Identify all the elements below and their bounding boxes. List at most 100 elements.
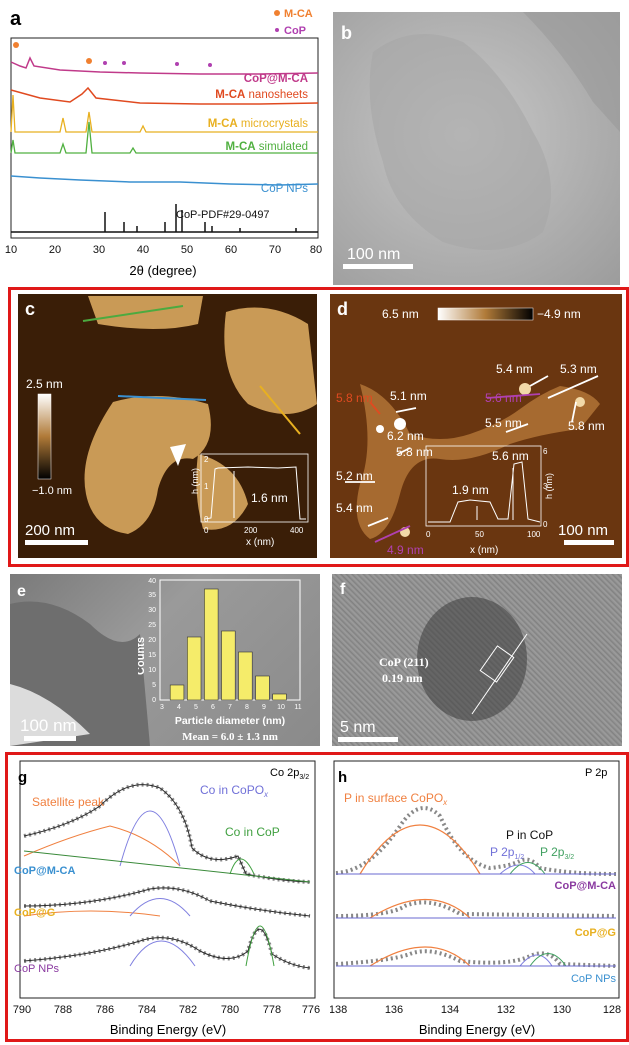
panel-label-h: h (338, 769, 347, 786)
xps-p-title: P 2p (585, 767, 607, 779)
panel-label-c: c (25, 299, 35, 319)
xps-co-baseline-1 (23, 850, 311, 883)
hist-bar (272, 693, 287, 701)
xrd-marker-mca-1 (13, 42, 19, 48)
profile-lines-d (345, 375, 599, 527)
lattice-annotation-plane: CoP (211) (379, 655, 429, 669)
scale-label-e: 100 nm (20, 716, 77, 735)
svg-text:5.2 nm: 5.2 nm (336, 469, 373, 483)
svg-text:5.1 nm: 5.1 nm (390, 389, 427, 403)
xps-co-satellite-2 (23, 910, 161, 917)
colorbar-c-bottom: −1.0 nm (32, 485, 72, 497)
peak-label-p-2p12: P 2p1/2 (490, 845, 524, 861)
xps-co-axes (19, 760, 316, 999)
scale-bar-d (564, 540, 614, 545)
inset-d-xtick-0: 0 (426, 530, 431, 539)
svg-text:128: 128 (603, 1004, 621, 1016)
peak-label-p-2p32: P 2p3/2 (540, 845, 574, 861)
xps-p-xlabel: Binding Energy (eV) (419, 1022, 535, 1037)
tem-image-b: b 100 nm (341, 12, 620, 269)
xps-p-2p32-1 (509, 862, 546, 875)
panel-g-xps-co: g Co 2p3/2 Satellite peak Co in CoPOx Co… (10, 756, 320, 1040)
svg-text:6.2 nm: 6.2 nm (387, 429, 424, 443)
hist-bar (221, 630, 236, 701)
inset-d-h1: 1.9 nm (452, 483, 489, 497)
xps-co-cop-1 (229, 858, 255, 875)
panel-label-d: d (337, 299, 348, 319)
peak-label-satellite: Satellite peak (32, 795, 105, 809)
profile-line-red-d (369, 401, 381, 415)
inset-c-profile (204, 466, 306, 520)
inset-d-ytick-2: 6 (543, 447, 548, 456)
inset-c-height: 1.6 nm (251, 491, 288, 505)
svg-text:25: 25 (148, 622, 156, 629)
xps-co-copox-2 (129, 898, 191, 917)
scale-label-f: 5 nm (340, 719, 376, 736)
xps-p-data-3 (335, 949, 617, 968)
inset-c-xtick-2: 400 (290, 526, 304, 535)
highlight-box-cd (8, 287, 629, 567)
profile-line-yellow (259, 385, 301, 435)
svg-text:10: 10 (148, 667, 156, 674)
svg-text:5: 5 (194, 704, 198, 711)
afm-image-c: c 2.5 nm −1.0 nm 1.6 nm h (nm) x (nm) 0 … (25, 296, 317, 548)
legend-mca-marker (274, 10, 280, 16)
svg-text:790: 790 (13, 1004, 31, 1016)
xps-p-data-2 (335, 900, 617, 918)
inset-c-frame (200, 453, 309, 523)
svg-text:30: 30 (148, 607, 156, 614)
svg-text:40: 40 (148, 578, 156, 585)
svg-text:50: 50 (181, 244, 193, 256)
xps-co-copox-3 (129, 940, 196, 967)
svg-text:4: 4 (177, 704, 181, 711)
sample-label-cop-nps: CoP NPs (14, 963, 60, 975)
svg-text:3: 3 (160, 704, 164, 711)
svg-text:138: 138 (330, 1004, 347, 1016)
hist-x-ticks: 3 4 5 6 7 8 9 10 11 (160, 704, 302, 711)
lattice-box (479, 645, 515, 683)
inset-c-xtick-0: 0 (204, 526, 209, 535)
svg-text:784: 784 (138, 1004, 156, 1016)
svg-text:5.8 nm: 5.8 nm (568, 419, 605, 433)
svg-text:11: 11 (294, 704, 301, 711)
panel-label-e: e (17, 583, 26, 600)
hrtem-image-f: f CoP (211) 0.19 nm 5 nm (338, 581, 528, 742)
svg-text:35: 35 (148, 592, 156, 599)
scale-label-c: 200 nm (25, 522, 75, 539)
panel-a-xrd: a M-CA CoP (0, 0, 325, 285)
xps-co-xlabel: Binding Energy (eV) (110, 1022, 226, 1037)
legend-cop-label: CoP (284, 25, 306, 37)
peak-label-p-copox: P in surface CoPOx (344, 791, 448, 807)
xrd-pdf-sticks (11, 204, 318, 233)
svg-text:80: 80 (310, 244, 322, 256)
sample-label-cop-mca: CoP@M-CA (14, 865, 75, 877)
curve-label-pdf: CoP-PDF#29-0497 (176, 209, 270, 221)
xps-co-copox-1 (119, 810, 181, 867)
inset-d-xlabel: x (nm) (470, 545, 498, 556)
svg-text:786: 786 (96, 1004, 114, 1016)
svg-text:10: 10 (277, 704, 285, 711)
xps-p-chart: h P 2p P in surface CoPOx P in CoP P 2p1… (330, 760, 621, 1037)
svg-text:782: 782 (179, 1004, 197, 1016)
afm-image-d: d 6.5 nm −4.9 nm 5.4 nm 5.3 nm 5.8 nm 5.… (336, 299, 614, 557)
colorbar-c (37, 393, 52, 480)
inset-c-ytick-2: 2 (204, 455, 209, 464)
scale-bar-c (25, 540, 88, 545)
inset-d-frame (425, 445, 542, 527)
profile-line-blue (117, 395, 207, 401)
colorbar-c-top: 2.5 nm (26, 377, 63, 391)
xps-p-copox-3 (369, 946, 471, 967)
inset-d-profile (428, 461, 541, 523)
svg-text:4.9 nm: 4.9 nm (387, 543, 424, 557)
inset-c-ytick-1: 1 (204, 482, 209, 491)
sample-label-h-cop-mca: CoP@M-CA (555, 880, 616, 892)
colorbar-d-right: −4.9 nm (537, 307, 581, 321)
svg-text:134: 134 (441, 1004, 459, 1016)
svg-text:5.4 nm: 5.4 nm (336, 501, 373, 515)
profile-line-purple-d-2 (374, 525, 411, 543)
inset-d-ytick-1: 3 (543, 482, 548, 491)
inset-d-h2: 5.6 nm (492, 449, 529, 463)
xrd-marker-mca-2 (86, 58, 92, 64)
svg-text:9: 9 (262, 704, 266, 711)
svg-text:10: 10 (5, 244, 17, 256)
